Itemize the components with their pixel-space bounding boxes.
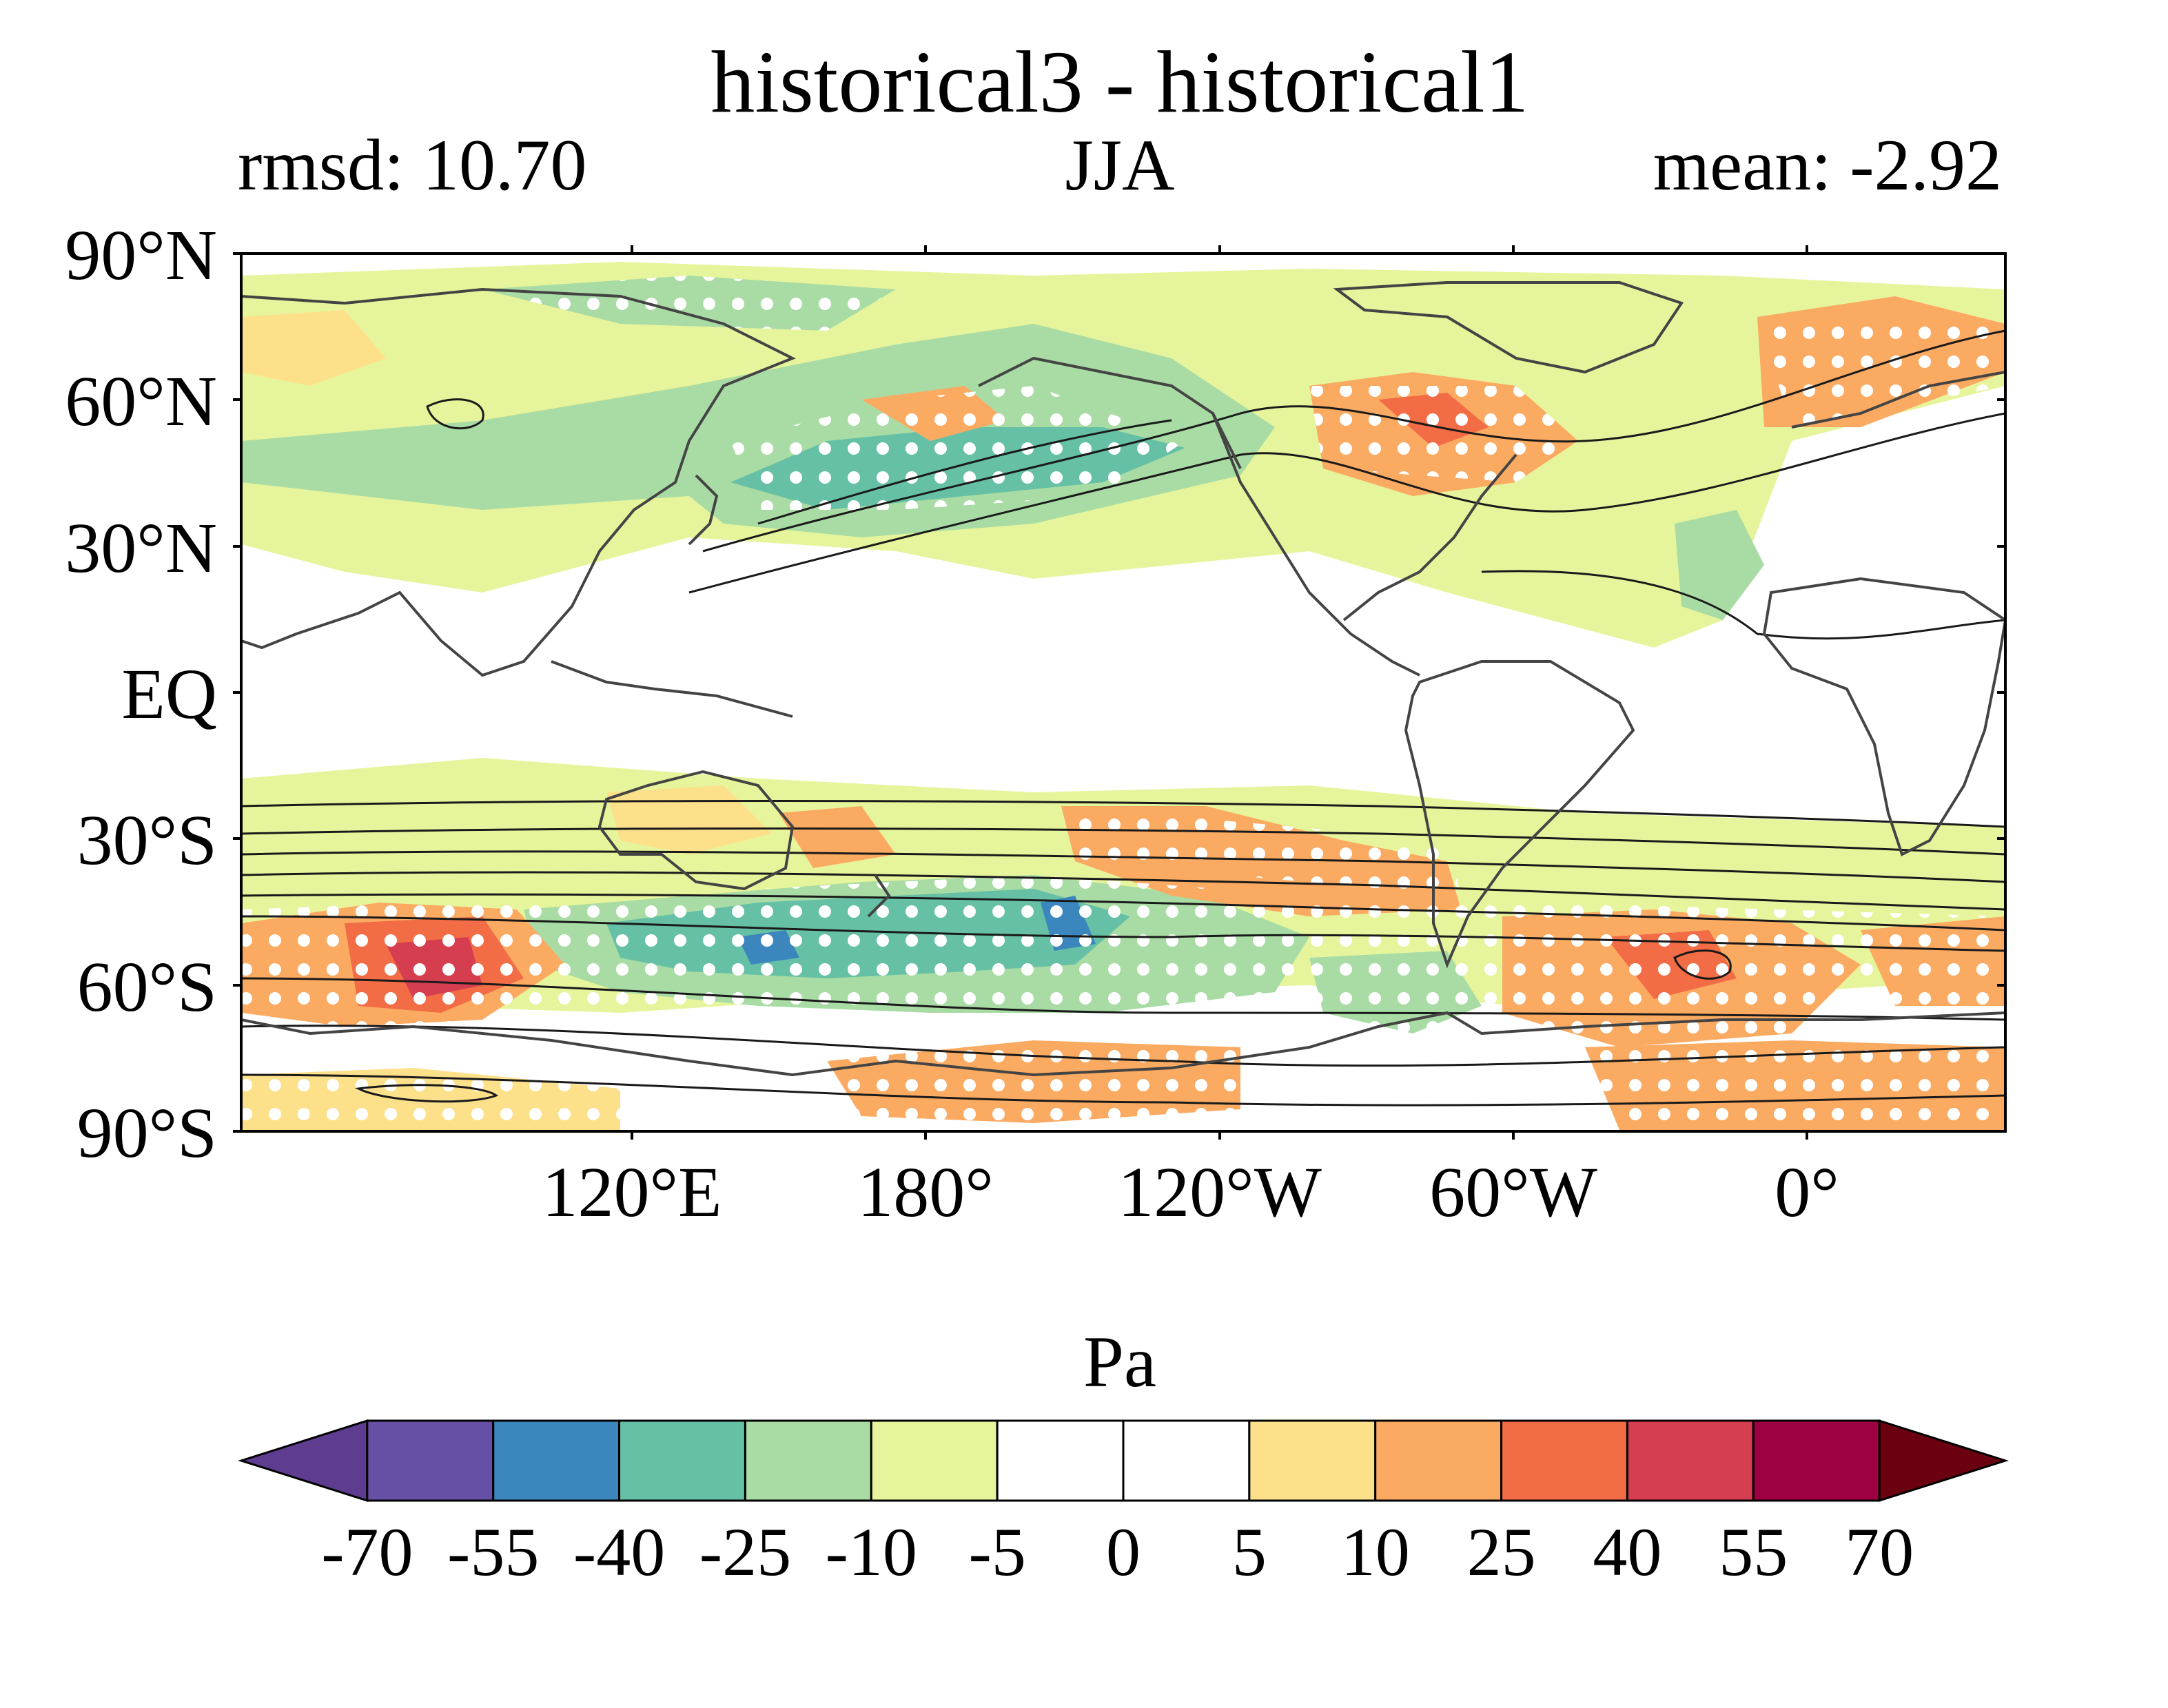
coastlines bbox=[241, 281, 2005, 1077]
colorbar-cell bbox=[996, 1419, 1125, 1502]
coast-north-america-east bbox=[1342, 453, 1517, 621]
colorbar: Pa -70 -55 -40 -25 -10 -5 0 5 10 25 40 55 70 bbox=[238, 1321, 2009, 1590]
y-tick-label: 90°N bbox=[65, 216, 217, 295]
colorbar-cell bbox=[492, 1419, 621, 1502]
colorbar-tick-label: 70 bbox=[1845, 1514, 1914, 1590]
sh-orange-aus bbox=[606, 785, 772, 854]
colorbar-tick-label: 40 bbox=[1593, 1514, 1661, 1590]
season-label: JJA bbox=[1065, 125, 1174, 205]
y-tick-label: 60°S bbox=[77, 947, 217, 1027]
colorbar-cell bbox=[1122, 1419, 1251, 1502]
coast-japan bbox=[688, 474, 719, 546]
colorbar-cell bbox=[870, 1419, 999, 1502]
colorbar-extend-low bbox=[238, 1419, 369, 1503]
x-tick-label: 0° bbox=[1775, 1153, 1839, 1232]
map-panel: 90°N 60°N 30°N EQ 30°S 60°S 90°S 120°E 1… bbox=[65, 216, 2007, 1232]
colorbar-cell bbox=[1752, 1419, 1881, 1502]
colorbar-cell bbox=[366, 1419, 495, 1502]
colorbar-cells bbox=[238, 1419, 2009, 1503]
coast-indonesia bbox=[551, 660, 793, 718]
nh-orange-asia bbox=[241, 310, 386, 386]
tick-marks bbox=[233, 245, 2005, 1140]
coast-eurasia bbox=[241, 287, 796, 677]
plot-title: historical3 - historical1 bbox=[710, 33, 1528, 131]
nh-green-atlantic bbox=[1675, 510, 1764, 620]
coast-new-zealand bbox=[867, 874, 891, 918]
coast-africa bbox=[1762, 577, 2005, 856]
colorbar-tick-label: -25 bbox=[699, 1514, 791, 1590]
coast-europe bbox=[1791, 371, 2005, 429]
coast-north-america-west bbox=[1211, 413, 1420, 677]
y-tick-label: 60°N bbox=[65, 362, 217, 441]
coast-south-america bbox=[1404, 660, 1635, 969]
colorbar-cell bbox=[1626, 1419, 1755, 1502]
colorbar-tick-label: 55 bbox=[1719, 1514, 1788, 1590]
colorbar-tick-label: 5 bbox=[1232, 1514, 1267, 1590]
mean-label: mean: -2.92 bbox=[1653, 125, 2002, 205]
x-tick-label: 180° bbox=[857, 1153, 994, 1232]
colorbar-tick-label: 10 bbox=[1341, 1514, 1410, 1590]
colorbar-tick-label: -40 bbox=[573, 1514, 665, 1590]
y-axis-labels: 90°N 60°N 30°N EQ 30°S 60°S 90°S bbox=[65, 216, 217, 1173]
rmsd-label: rmsd: 10.70 bbox=[238, 125, 586, 205]
colorbar-cell bbox=[618, 1419, 746, 1502]
colorbar-cell bbox=[744, 1419, 872, 1502]
y-tick-label: EQ bbox=[121, 655, 217, 734]
coast-antarctica bbox=[241, 1011, 2005, 1077]
coast-greenland bbox=[1333, 281, 1684, 374]
coast-australia bbox=[597, 770, 795, 891]
x-tick-label: 120°E bbox=[542, 1153, 722, 1232]
x-axis-labels: 120°E 180° 120°W 60°W 0° bbox=[542, 1153, 1839, 1232]
colorbar-unit-label: Pa bbox=[1083, 1321, 1156, 1402]
y-tick-label: 30°S bbox=[77, 801, 217, 880]
colorbar-tick-label: -70 bbox=[321, 1514, 413, 1590]
colorbar-tick-label: 25 bbox=[1467, 1514, 1536, 1590]
colorbar-tick-label: -10 bbox=[826, 1514, 917, 1590]
colorbar-tick-label: -5 bbox=[968, 1514, 1025, 1590]
climatology-contours bbox=[241, 329, 2005, 1107]
colorbar-cell bbox=[1374, 1419, 1503, 1502]
colorbar-extend-high bbox=[1878, 1419, 2009, 1503]
y-tick-label: 30°N bbox=[65, 508, 217, 588]
colorbar-cell bbox=[1500, 1419, 1628, 1502]
x-tick-label: 60°W bbox=[1429, 1153, 1597, 1232]
colorbar-tick-label: 0 bbox=[1106, 1514, 1141, 1590]
colorbar-cell bbox=[1248, 1419, 1377, 1502]
colorbar-tick-label: -55 bbox=[447, 1514, 539, 1590]
y-tick-label: 90°S bbox=[77, 1093, 217, 1173]
colorbar-tick-labels: -70 -55 -40 -25 -10 -5 0 5 10 25 40 55 70 bbox=[321, 1514, 1914, 1590]
x-tick-label: 120°W bbox=[1118, 1153, 1322, 1232]
